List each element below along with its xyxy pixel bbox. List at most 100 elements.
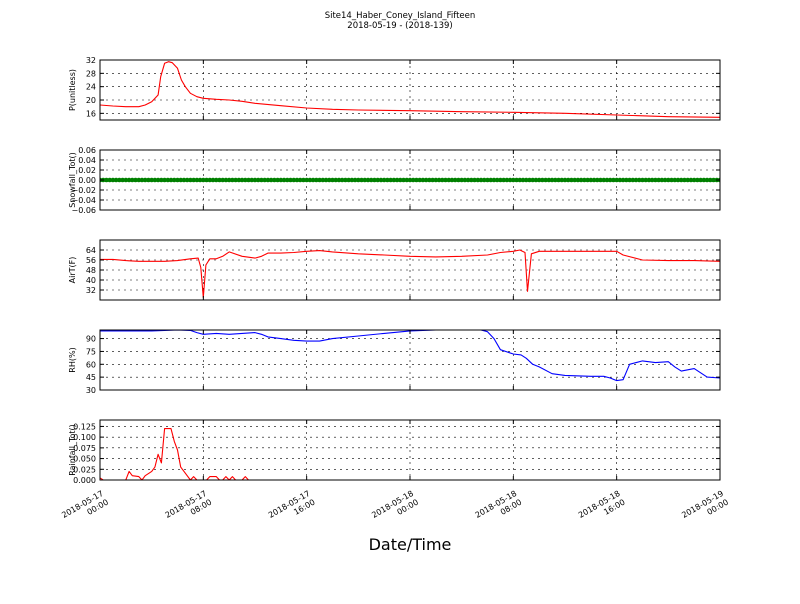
data-point [320,177,326,183]
data-point [588,177,594,183]
data-point [598,177,603,183]
data-point [284,177,290,183]
data-point [607,177,613,183]
data-point [120,177,125,183]
data-point [582,177,587,183]
y-axis-label: Rainfall_Tot() [68,424,77,476]
data-point [139,177,145,183]
data-point [246,177,251,183]
data-point [459,177,464,183]
data-point [288,177,293,183]
data-point [346,177,351,183]
data-point [249,177,255,183]
y-tick-label: 45 [86,373,96,382]
y-tick-label: 28 [86,69,96,78]
data-point [439,177,445,183]
data-point [559,177,565,183]
data-point [339,177,345,183]
data-point [184,177,190,183]
data-point [691,177,697,183]
y-tick-label: 64 [86,246,96,255]
data-point [210,177,216,183]
data-point [611,177,616,183]
panel-2: −0.06−0.04−0.020.000.020.040.06Snowfall_… [68,146,721,215]
data-point [514,177,519,183]
data-point [636,177,642,183]
y-tick-label: 40 [86,276,96,285]
data-point [407,177,413,183]
data-point [272,177,277,183]
data-point [649,177,655,183]
data-point [207,177,213,183]
data-point [430,177,435,183]
data-point [653,177,658,183]
y-tick-label: 56 [86,256,96,265]
y-tick-label: 75 [86,347,96,356]
data-point [262,177,267,183]
data-point [494,177,500,183]
data-point [708,177,713,183]
data-point [268,177,274,183]
data-point [498,177,503,183]
data-point [511,177,516,183]
y-tick-label: 0.000 [73,476,96,485]
data-point [410,177,416,183]
data-point [485,177,490,183]
data-point [126,177,132,183]
data-point [113,177,119,183]
data-point [368,177,374,183]
y-tick-label: 32 [86,56,96,65]
data-point [666,177,671,183]
data-point [517,177,523,183]
data-point [530,177,536,183]
data-point [255,177,261,183]
y-tick-label: 0.025 [73,465,96,474]
y-tick-label: 60 [86,360,96,369]
data-point [233,177,238,183]
data-point [294,177,300,183]
data-point [297,177,303,183]
data-point [243,177,248,183]
data-point [129,177,135,183]
data-point [336,177,342,183]
data-point [168,177,174,183]
data-point [278,177,284,183]
data-point [236,177,242,183]
data-point [230,177,235,183]
data-point [385,177,390,183]
data-point [549,177,555,183]
data-point [352,177,358,183]
data-point [646,177,652,183]
data-point [330,177,335,183]
data-point [165,177,171,183]
y-tick-label: 0.125 [73,422,96,431]
data-point [326,177,332,183]
y-tick-label: 0.100 [73,433,96,442]
data-point [520,177,526,183]
data-point [633,177,639,183]
data-point [540,177,545,183]
data-point [275,177,280,183]
y-tick-label: −0.02 [71,186,96,195]
data-point [711,177,716,183]
data-point [159,177,164,183]
data-point [427,177,432,183]
data-point [155,177,161,183]
data-point [604,177,610,183]
data-point [181,177,187,183]
data-point [149,177,154,183]
y-tick-label: 0.00 [78,176,96,185]
data-point [704,177,710,183]
data-point [614,177,619,183]
y-tick-label: 16 [86,109,96,118]
data-point [675,177,681,183]
series-group [100,61,720,118]
data-point [456,177,461,183]
